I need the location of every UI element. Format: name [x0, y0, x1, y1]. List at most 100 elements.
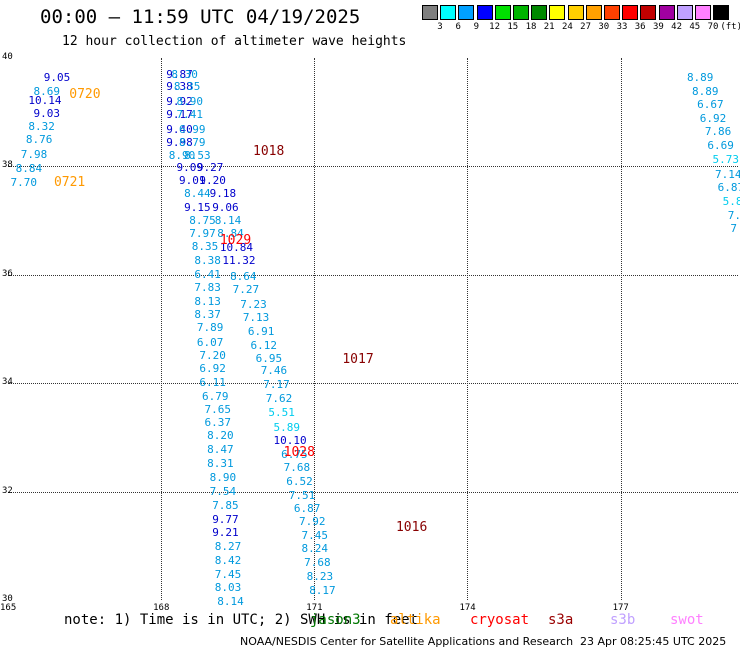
wave-height-value: 9.77	[212, 512, 239, 526]
wave-height-value: 6.95	[255, 352, 283, 366]
grid-line-lon	[620, 58, 622, 600]
wave-height-value: 8.44	[184, 186, 211, 200]
legend-swatch	[531, 5, 548, 20]
x-tick-label: 174	[459, 603, 476, 613]
y-tick-label: 32	[2, 485, 13, 496]
legend-label: 21	[543, 22, 555, 32]
y-tick-label: 40	[2, 52, 13, 62]
grid-line-lat	[8, 383, 738, 385]
wave-height-value: 6.99	[179, 122, 206, 136]
legend-swatch	[695, 5, 711, 20]
wave-height-value: 8.20	[207, 429, 234, 443]
wave-height-value: 8.14	[214, 213, 242, 227]
legend-label: 6	[455, 22, 461, 32]
wave-height-value: 8.32	[28, 119, 55, 133]
wave-height-value: 8.35	[191, 240, 219, 254]
legend-swatch	[476, 5, 493, 20]
wave-height-value: 7.45	[214, 568, 242, 582]
wave-height-value: 9.06	[212, 200, 239, 214]
wave-height-value: 10.10	[273, 433, 307, 447]
wave-height-value: 7.27	[232, 283, 260, 296]
satellite-cryosat: cryosat	[470, 612, 530, 628]
wave-height-value: 6.79	[201, 389, 229, 403]
wave-height-value: 8.64	[230, 270, 257, 283]
legend-swatch	[658, 5, 675, 20]
wave-height-value: 7.51	[288, 488, 316, 502]
wave-height-value: 8.76	[25, 132, 53, 146]
grid-line-lat	[8, 274, 738, 276]
legend-label: 70	[707, 22, 719, 32]
wave-height-value: 5.89	[273, 420, 300, 434]
y-tick-label: 34	[2, 377, 13, 388]
wave-height-value: 6.87	[293, 501, 321, 515]
wave-height-value: 6.92	[199, 361, 226, 375]
wave-height-value: 8.89	[686, 71, 714, 85]
wave-height-value: 8.27	[214, 539, 242, 553]
wave-height-value: 7.14	[715, 167, 740, 181]
wave-height-value: 7.86	[704, 125, 732, 139]
x-tick-label: 171	[306, 603, 323, 613]
legend-swatch	[440, 5, 457, 20]
y-tick-label: 38	[2, 160, 13, 171]
page-subtitle: 12 hour collection of altimeter wave hei…	[62, 34, 407, 49]
wave-height-value: 9.40	[166, 122, 193, 136]
satellite-s3b: s3b	[610, 612, 636, 628]
wave-height-value: 7.20	[199, 348, 226, 362]
y-tick-label: 36	[2, 268, 13, 279]
wave-height-value: 10.14	[28, 94, 62, 108]
wave-height-value: 5.51	[268, 405, 295, 419]
wave-height-value: 7.54	[209, 485, 237, 499]
wave-height-value: 9.27	[196, 160, 224, 174]
wave-height-value: 7.85	[212, 498, 239, 512]
legend-swatch	[676, 5, 693, 20]
wave-height-value: 9.01	[179, 173, 206, 187]
wave-height-value: 7.89	[196, 321, 224, 335]
wave-height-value: 9.38	[166, 80, 193, 94]
wave-height-value: 10.84	[219, 241, 253, 255]
wave-height-value: 8.89	[692, 85, 719, 99]
grid-line-lat	[8, 166, 738, 168]
x-tick-label: 168	[153, 603, 170, 613]
wave-height-value: 7.17	[263, 378, 290, 392]
wave-height-value: 9.05	[43, 71, 71, 85]
legend-swatch	[458, 5, 475, 20]
wave-height-value: 9.03	[33, 106, 61, 120]
wave-height-value: 7.23	[240, 298, 267, 312]
wave-height-value: 8.30	[171, 68, 198, 82]
legend-label: 12	[489, 22, 501, 32]
grid-line-lon	[161, 58, 163, 600]
wave-height-value: 7.92	[298, 514, 326, 528]
wave-height-value: 8.42	[214, 554, 242, 567]
wave-height-value: 5.73	[712, 153, 739, 167]
satellite-s3a: s3a	[548, 612, 574, 628]
legend-label: 36	[634, 22, 646, 32]
legend-swatch	[713, 5, 730, 20]
wave-height-value: 9.87	[166, 68, 193, 82]
legend-label: 3	[437, 22, 443, 32]
wave-height-value: 9.92	[166, 95, 193, 109]
wave-height-value: 7.83	[194, 281, 221, 295]
wave-height-value: 7	[730, 221, 737, 235]
wave-height-value: 8.24	[301, 542, 329, 556]
wave-height-value: 8.53	[184, 148, 211, 162]
wave-height-value: 8.13	[194, 295, 221, 309]
legend-label: 18	[525, 22, 537, 32]
wave-height-value: 7.62	[265, 392, 293, 406]
wave-height-value: 7.0	[727, 208, 740, 222]
wave-height-value: 7.97	[189, 227, 216, 241]
legend-swatch	[640, 5, 657, 20]
legend-swatch	[422, 5, 438, 20]
satellite-altika: altika	[390, 612, 441, 628]
wave-height-value: 8.75	[189, 213, 216, 227]
wave-height-value: 8.38	[194, 253, 221, 267]
wave-height-value: 6.37	[204, 416, 232, 430]
y-tick-label: 30	[2, 594, 13, 604]
wave-height-value: 9.21	[212, 525, 239, 539]
note-text: note: 1) Time is in UTC; 2) SWH is in fe…	[64, 612, 419, 628]
satellite-jason3: jason3	[310, 612, 361, 628]
wave-height-value: 6.87	[717, 180, 740, 194]
pressure-label: 0721	[53, 175, 86, 191]
wave-height-value: 8.69	[33, 85, 61, 99]
legend-swatch	[622, 5, 639, 20]
x-tick-label: 165	[0, 603, 17, 613]
